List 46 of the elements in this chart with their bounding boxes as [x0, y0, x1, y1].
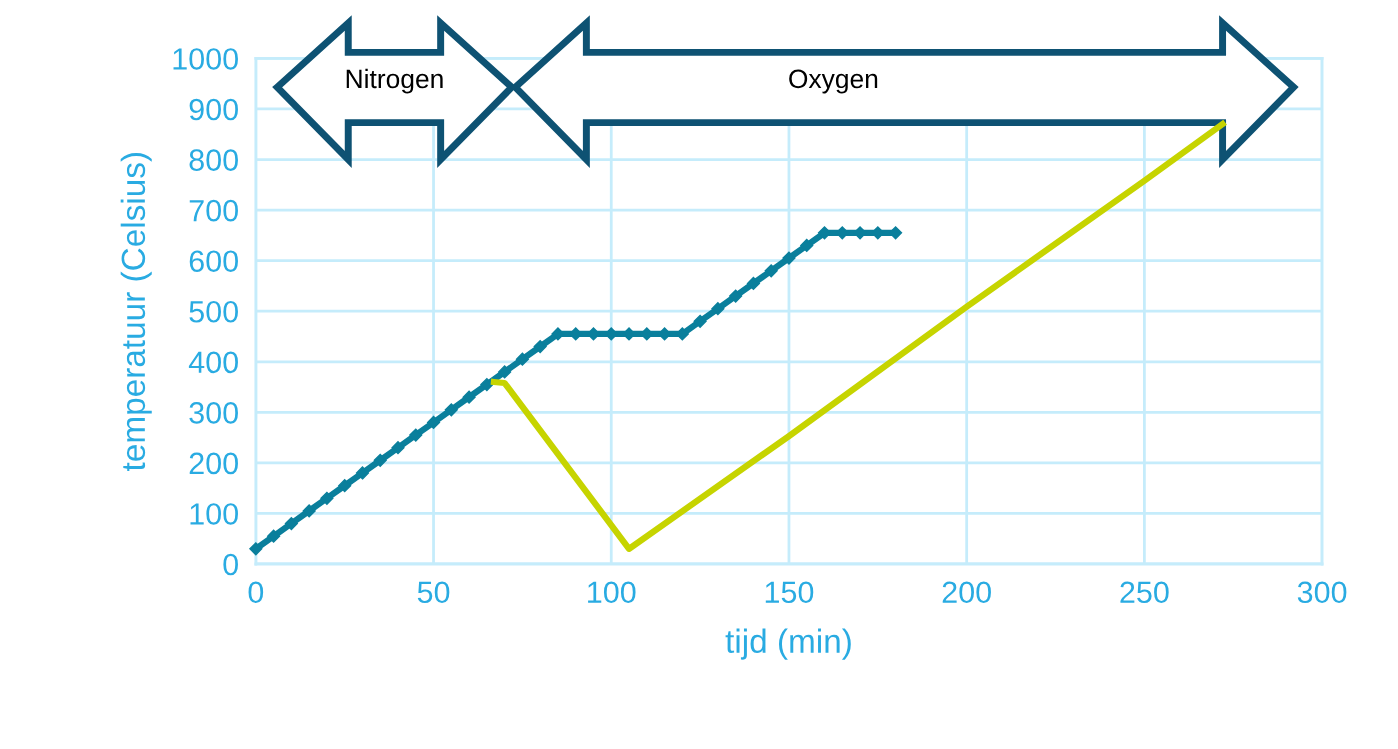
point: [515, 352, 529, 366]
x-axis-title: tijd (min): [725, 628, 851, 660]
x-tick-label: 250: [1120, 581, 1169, 604]
point: [373, 453, 387, 467]
annotation: Oxygen: [789, 69, 878, 94]
x-tick-label: 50: [417, 581, 450, 604]
point: [480, 377, 494, 392]
point: [800, 238, 814, 253]
y-tick-label: 0: [223, 553, 238, 576]
y-tick-label: 400: [188, 351, 238, 374]
annotation: Nitrogen: [346, 68, 443, 94]
x-tick-label: 200: [942, 581, 991, 604]
point: [462, 390, 476, 404]
y-tick-label: 200: [189, 452, 238, 475]
point: [729, 289, 743, 303]
point: [746, 276, 761, 290]
point: [533, 340, 547, 354]
point: [426, 415, 441, 430]
point: [444, 403, 458, 417]
y-tick-label: 100: [190, 503, 238, 525]
x-tick-label: 0: [248, 581, 264, 604]
y-tick-label: 600: [189, 250, 238, 273]
y-axis-title: temperatuur (Celsius): [120, 153, 152, 471]
point: [782, 251, 796, 265]
x-tick-label: 150: [765, 581, 814, 604]
y-tick-label: 500: [189, 300, 238, 323]
point: [267, 529, 281, 543]
y-tick-label: 300: [189, 402, 238, 424]
y-tick-label: 1000: [173, 48, 238, 70]
point: [764, 264, 778, 278]
point: [498, 365, 512, 379]
point: [284, 516, 298, 531]
x-tick-label: 300: [1297, 581, 1347, 604]
x-tick-label: 100: [588, 581, 636, 604]
y-tick-label: 800: [189, 149, 238, 171]
point: [249, 542, 263, 556]
y-tick-label: 900: [189, 98, 238, 121]
point: [711, 302, 725, 316]
point: [355, 466, 370, 480]
y-tick-label: 700: [189, 199, 238, 222]
point: [320, 491, 334, 505]
point: [409, 428, 423, 442]
point: [338, 479, 352, 493]
point: [302, 504, 316, 518]
point: [693, 314, 707, 328]
point: [391, 441, 405, 455]
